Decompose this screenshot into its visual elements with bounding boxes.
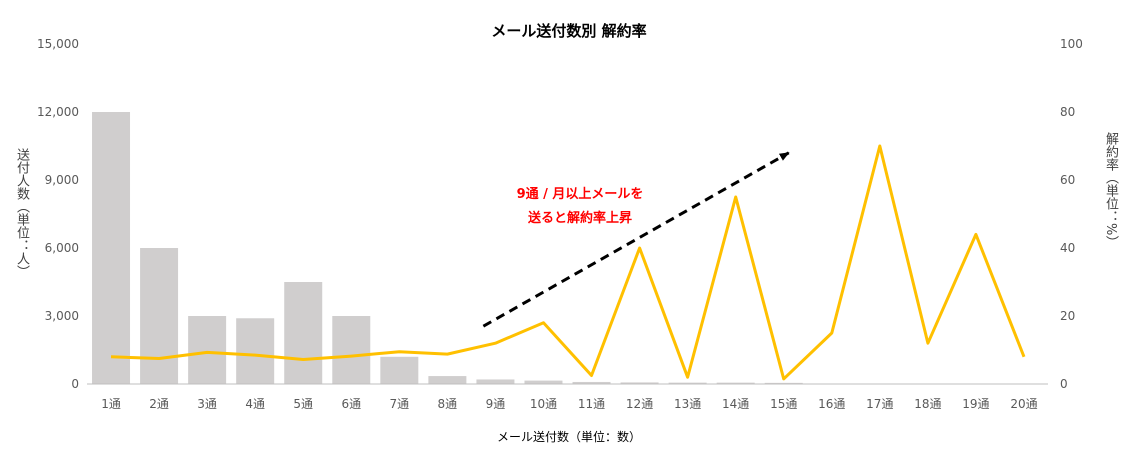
y-axis-right-title: 解約率（単位：%） bbox=[1103, 132, 1118, 249]
y-right-tick-label: 100 bbox=[1060, 37, 1083, 51]
bar-14通 bbox=[716, 382, 755, 384]
y-left-tick-label: 6,000 bbox=[45, 241, 79, 255]
line-churn-rate bbox=[110, 144, 1026, 381]
x-tick-label: 16通 bbox=[818, 397, 845, 411]
y-axis-left-title: 送付人数（単位：人） bbox=[14, 148, 29, 278]
bar-12通 bbox=[620, 382, 659, 384]
trend-arrow-line bbox=[482, 151, 790, 328]
x-tick-label: 5通 bbox=[293, 397, 313, 411]
x-tick-label: 8通 bbox=[438, 397, 458, 411]
x-tick-label: 19通 bbox=[962, 397, 989, 411]
annotation-line-2: 送ると解約率上昇 bbox=[527, 211, 632, 226]
bar-15通 bbox=[764, 382, 803, 384]
x-tick-label: 18通 bbox=[914, 397, 941, 411]
x-tick-label: 13通 bbox=[674, 397, 701, 411]
chart-title: メール送付数別 解約率 bbox=[491, 22, 647, 40]
bar-5通 bbox=[284, 282, 323, 384]
x-axis-title: メール送付数（単位：数） bbox=[496, 430, 641, 444]
y-left-tick-label: 12,000 bbox=[37, 105, 79, 119]
x-tick-label: 2通 bbox=[149, 397, 169, 411]
y-right-tick-label: 40 bbox=[1060, 241, 1075, 255]
x-tick-label: 3通 bbox=[197, 397, 217, 411]
y-left-tick-label: 15,000 bbox=[37, 37, 79, 51]
bar-3通 bbox=[188, 316, 227, 384]
annotation-text: 9通 / 月以上メールを 送ると解約率上昇 bbox=[490, 183, 670, 231]
bar-6通 bbox=[332, 316, 371, 384]
x-tick-label: 17通 bbox=[866, 397, 893, 411]
bar-7通 bbox=[380, 356, 419, 384]
bar-10通 bbox=[524, 380, 563, 384]
bar-4通 bbox=[236, 318, 275, 384]
y-left-tick-label: 9,000 bbox=[45, 173, 79, 187]
x-tick-label: 9通 bbox=[486, 397, 506, 411]
x-tick-label: 6通 bbox=[341, 397, 361, 411]
x-tick-label: 7通 bbox=[390, 397, 410, 411]
bar-8通 bbox=[428, 376, 467, 384]
axes: 0 3,000 6,000 9,000 12,000 15,000 0 20 40 60 80 100… bbox=[37, 37, 1083, 411]
bar-13通 bbox=[668, 382, 707, 384]
y-right-tick-label: 60 bbox=[1060, 173, 1075, 187]
x-tick-label: 14通 bbox=[722, 397, 749, 411]
y-left-tick-label: 0 bbox=[71, 377, 79, 391]
y-left-tick-label: 3,000 bbox=[45, 309, 79, 323]
y-right-tick-label: 20 bbox=[1060, 309, 1075, 323]
x-tick-label: 20通 bbox=[1010, 397, 1037, 411]
bar-2通 bbox=[140, 248, 179, 384]
y-right-tick-label: 0 bbox=[1060, 377, 1068, 391]
annotation-line-1: 9通 / 月以上メールを bbox=[516, 187, 644, 202]
bar-9通 bbox=[476, 379, 515, 384]
bar-series bbox=[92, 112, 803, 384]
bar-11通 bbox=[572, 381, 611, 384]
y-right-tick-label: 80 bbox=[1060, 105, 1075, 119]
trend-arrow bbox=[482, 151, 790, 328]
x-tick-label: 10通 bbox=[530, 397, 557, 411]
line-series bbox=[110, 144, 1026, 381]
x-tick-label: 11通 bbox=[578, 397, 605, 411]
x-tick-label: 15通 bbox=[770, 397, 797, 411]
x-tick-label: 4通 bbox=[245, 397, 265, 411]
x-tick-label: 12通 bbox=[626, 397, 653, 411]
bar-1通 bbox=[92, 112, 131, 384]
x-tick-label: 1通 bbox=[101, 397, 121, 411]
